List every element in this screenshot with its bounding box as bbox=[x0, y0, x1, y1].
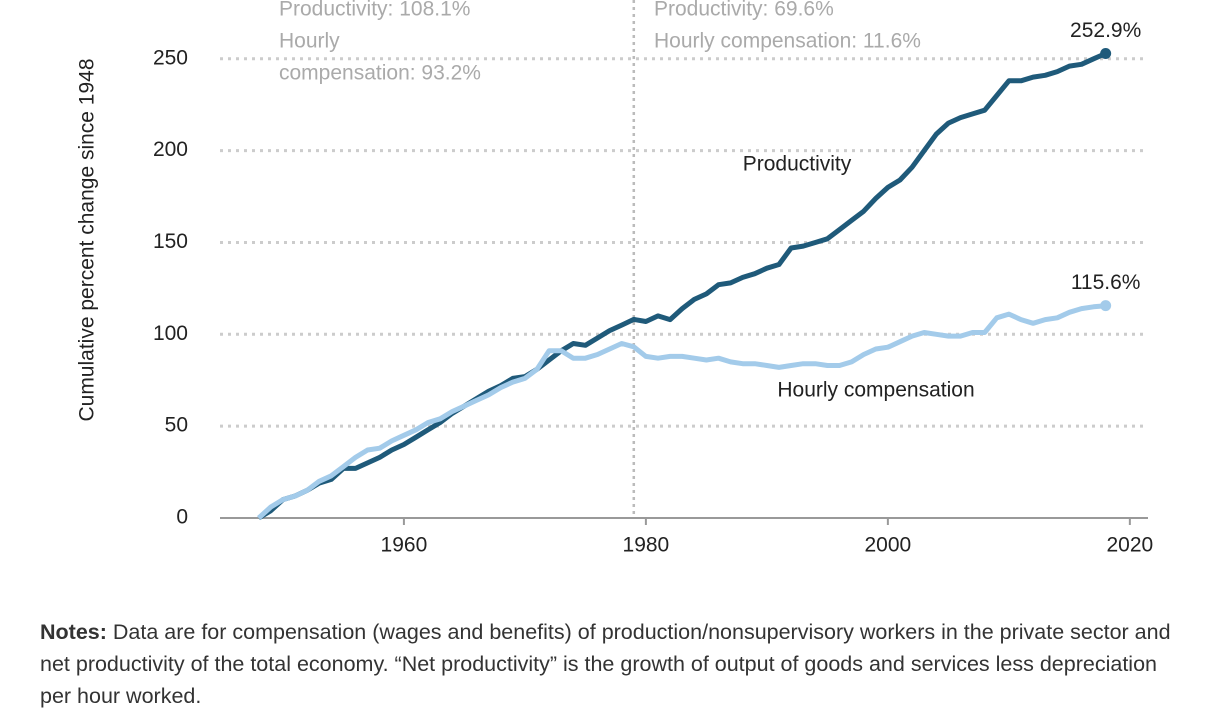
x-tick-label: 1980 bbox=[623, 534, 670, 557]
series-line bbox=[257, 51, 1107, 521]
y-axis-label: Cumulative percent change since 1948 bbox=[76, 58, 99, 421]
chart: Cumulative percent change since 1948 0 50… bbox=[76, 0, 1153, 557]
notes-label: Notes: bbox=[40, 620, 107, 644]
y-tick-label: 250 bbox=[153, 46, 188, 69]
x-tick-label: 1960 bbox=[381, 534, 428, 557]
annotation: Hourly compensation: 11.6% bbox=[654, 30, 921, 53]
y-tick-label: 200 bbox=[153, 138, 188, 161]
annotation: compensation: 93.2% bbox=[279, 62, 481, 85]
notes: Notes: Data are for compensation (wages … bbox=[40, 616, 1190, 712]
series-label: Hourly compensation bbox=[777, 379, 974, 402]
y-tick-label: 150 bbox=[153, 230, 188, 253]
annotation: Productivity: 69.6% bbox=[654, 0, 834, 21]
y-tick-label: 100 bbox=[153, 322, 188, 345]
end-point bbox=[1100, 300, 1112, 312]
end-point bbox=[1100, 47, 1112, 59]
annotation: Hourly bbox=[279, 30, 340, 53]
end-label: 252.9% bbox=[1070, 19, 1141, 42]
page: {"chart_data": {"type": "line", "y_label… bbox=[40, 0, 1171, 708]
series-label: Productivity bbox=[743, 153, 852, 176]
y-tick-label: 0 bbox=[176, 506, 188, 529]
y-tick-label: 50 bbox=[165, 414, 188, 437]
annotation: Productivity: 108.1% bbox=[279, 0, 470, 21]
notes-text: Data are for compensation (wages and ben… bbox=[40, 620, 1171, 708]
series-line bbox=[257, 303, 1106, 520]
x-tick-label: 2000 bbox=[865, 534, 912, 557]
end-label: 115.6% bbox=[1071, 271, 1141, 294]
x-tick-label: 2020 bbox=[1106, 534, 1153, 557]
